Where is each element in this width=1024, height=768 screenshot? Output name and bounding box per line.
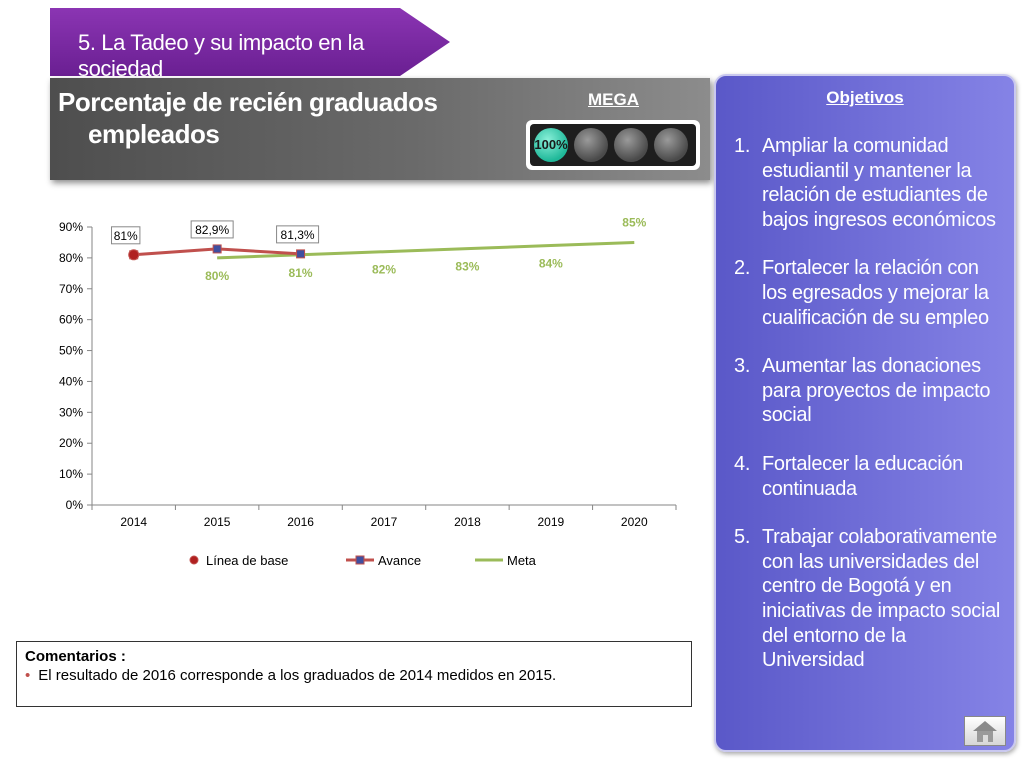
- y-tick-label: 40%: [59, 374, 83, 388]
- data-label-meta: 81%: [289, 266, 313, 280]
- y-tick-label: 90%: [59, 220, 83, 234]
- page-title: Porcentaje de recién graduados empleados: [58, 86, 438, 150]
- comment-item: • El resultado de 2016 corresponde a los …: [25, 667, 556, 684]
- y-tick-label: 30%: [59, 405, 83, 419]
- point-avance: [212, 244, 222, 254]
- home-icon: [973, 721, 997, 742]
- objective-text: Aumentar las donaciones para proyectos d…: [762, 355, 991, 427]
- data-label-avance: 81,3%: [281, 228, 315, 242]
- data-label-avance: 82,9%: [195, 223, 229, 237]
- mega-label: MEGA: [588, 90, 639, 109]
- section-title: 5. La Tadeo y su impacto en la sociedad: [78, 30, 365, 81]
- x-tick-label: 2016: [287, 515, 314, 529]
- indicator-light-on: 100%: [534, 128, 568, 162]
- title-line-2: empleados: [88, 119, 220, 149]
- bullet-icon: •: [25, 667, 31, 684]
- section-banner: 5. La Tadeo y su impacto en la sociedad: [50, 8, 450, 76]
- objective-item: 4. Fortalecer la educación continuada: [734, 452, 963, 500]
- x-tick-label: 2017: [371, 515, 398, 529]
- line-chart: 0% 10% 20% 30% 40% 50% 60% 70% 80% 90% 2014 2015 201…: [20, 205, 700, 585]
- objective-text: Ampliar la comunidad estudiantil y mante…: [762, 135, 996, 231]
- objective-text: Trabajar colaborativamente con las unive…: [762, 526, 1001, 672]
- comments-heading: Comentarios :: [25, 648, 126, 665]
- data-label-base: 81%: [114, 229, 138, 243]
- indicator-light-off: [574, 128, 608, 162]
- comment-text: El resultado de 2016 corresponde a los g…: [38, 667, 557, 684]
- point-base: [128, 249, 140, 261]
- legend-marker-base: [189, 555, 199, 565]
- x-tick-label: 2015: [204, 515, 231, 529]
- title-line-1: Porcentaje de recién graduados: [58, 87, 438, 117]
- x-tick-label: 2019: [538, 515, 565, 529]
- objectives-list: 1. Ampliar la comunidad estudiantil y man…: [730, 134, 1006, 697]
- objective-text: Fortalecer la educación continuada: [762, 452, 963, 500]
- objectives-title: Objetivos: [826, 88, 904, 107]
- y-tick-label: 60%: [59, 313, 83, 327]
- data-label-meta: 82%: [372, 263, 396, 277]
- home-button[interactable]: [964, 716, 1006, 746]
- objective-item: 3. Aumentar las donaciones para proyectos…: [734, 355, 991, 427]
- data-label-meta: 85%: [622, 215, 646, 229]
- x-tick-label: 2014: [120, 515, 147, 529]
- legend-label-avance: Avance: [378, 553, 421, 568]
- legend-label-meta: Meta: [507, 553, 537, 568]
- indicator-light-off: [654, 128, 688, 162]
- legend-marker-avance: [355, 555, 365, 565]
- y-tick-label: 80%: [59, 251, 83, 265]
- y-tick-label: 70%: [59, 282, 83, 296]
- x-tick-label: 2018: [454, 515, 481, 529]
- comments-box: Comentarios : • El resultado de 2016 corr…: [16, 641, 692, 707]
- indicator-value: 100%: [534, 137, 568, 152]
- y-tick-label: 10%: [59, 467, 83, 481]
- data-label-avance-box: [276, 225, 320, 244]
- indicator-light-off: [614, 128, 648, 162]
- indicator-header: Porcentaje de recién graduados empleados…: [50, 78, 710, 180]
- y-tick-label: 20%: [59, 436, 83, 450]
- objective-item: 5. Trabajar colaborativamente con las uni…: [734, 526, 1001, 672]
- data-label-meta: 84%: [539, 257, 563, 271]
- y-tick-label: 50%: [59, 344, 83, 358]
- mega-indicator: 100%: [526, 120, 700, 170]
- series-line-meta: [217, 240, 635, 260]
- data-label-meta: 80%: [205, 269, 229, 283]
- data-label-base-box: [111, 226, 141, 245]
- chart-svg: 0% 10% 20% 30% 40% 50% 60% 70% 80% 90% 2014 2015 201…: [59, 215, 677, 568]
- data-label-meta: 83%: [455, 260, 479, 274]
- objectives-panel: Objetivos 1. Ampliar la comunidad estudia…: [714, 74, 1016, 752]
- objective-item: 1. Ampliar la comunidad estudiantil y man…: [734, 135, 996, 231]
- legend-label-base: Línea de base: [206, 553, 288, 568]
- y-tick-label: 0%: [66, 498, 84, 512]
- objective-item: 2. Fortalecer la relación con los egresad…: [734, 257, 989, 329]
- point-avance: [296, 249, 306, 259]
- data-label-avance-box: [190, 220, 234, 239]
- x-tick-label: 2020: [621, 515, 648, 529]
- objective-text: Fortalecer la relación con los egresados…: [762, 257, 989, 329]
